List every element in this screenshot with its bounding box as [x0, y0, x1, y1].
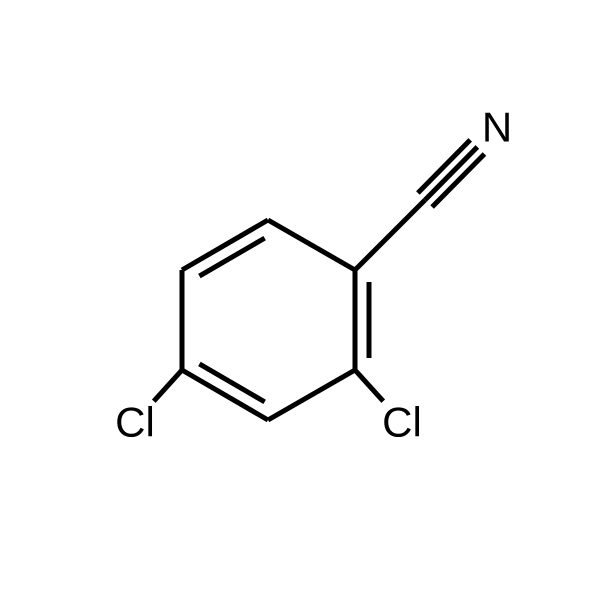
atom-label-cl: Cl: [382, 399, 422, 446]
bonds-layer: [154, 140, 485, 420]
bond-line: [355, 370, 383, 401]
bond-line: [432, 154, 484, 207]
bond-line: [418, 140, 470, 193]
bond-line: [268, 220, 355, 270]
bond-line: [199, 238, 264, 276]
bond-line: [199, 364, 264, 402]
atom-label-cl: Cl: [115, 399, 155, 446]
bond-line: [268, 370, 355, 420]
bond-line: [425, 147, 477, 200]
bond-line: [355, 200, 425, 270]
bond-line: [154, 370, 182, 401]
atom-label-n: N: [482, 104, 512, 151]
molecule-diagram: N Cl Cl: [0, 0, 600, 600]
